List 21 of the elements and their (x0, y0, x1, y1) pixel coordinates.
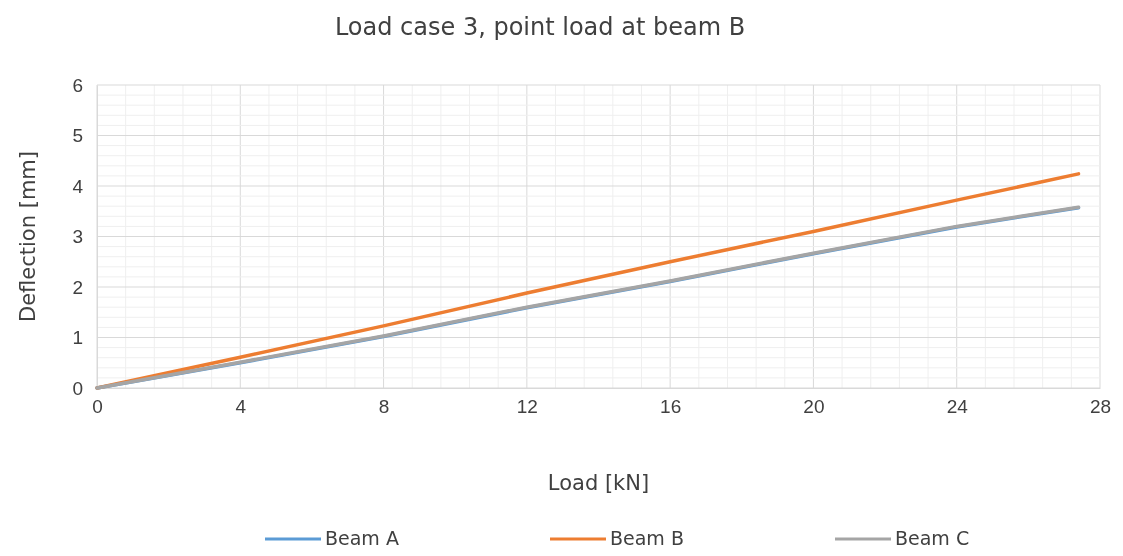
y-tick-label: 0 (72, 377, 83, 399)
x-axis-title: Load [kN] (547, 471, 650, 495)
x-tick-label: 8 (378, 396, 390, 418)
x-tick-label: 28 (1089, 396, 1112, 418)
y-tick-label: 2 (72, 276, 83, 298)
x-tick-label: 24 (946, 396, 969, 418)
y-tick-label: 5 (72, 125, 83, 147)
x-tick-label: 16 (660, 396, 682, 418)
legend-label: Beam A (325, 527, 399, 549)
x-tick-label: 12 (516, 396, 538, 418)
y-tick-label: 4 (72, 175, 84, 197)
legend-label: Beam C (895, 527, 970, 549)
x-tick-label: 0 (92, 396, 103, 418)
x-tick-label: 4 (235, 396, 247, 418)
y-tick-label: 6 (72, 74, 83, 96)
y-tick-label: 1 (72, 327, 83, 349)
y-axis-title: Deflection [mm] (16, 151, 40, 322)
chart-title: Load case 3, point load at beam B (334, 13, 746, 41)
y-tick-label: 3 (72, 226, 83, 248)
x-tick-label: 20 (803, 396, 825, 418)
legend-label: Beam B (610, 527, 684, 549)
